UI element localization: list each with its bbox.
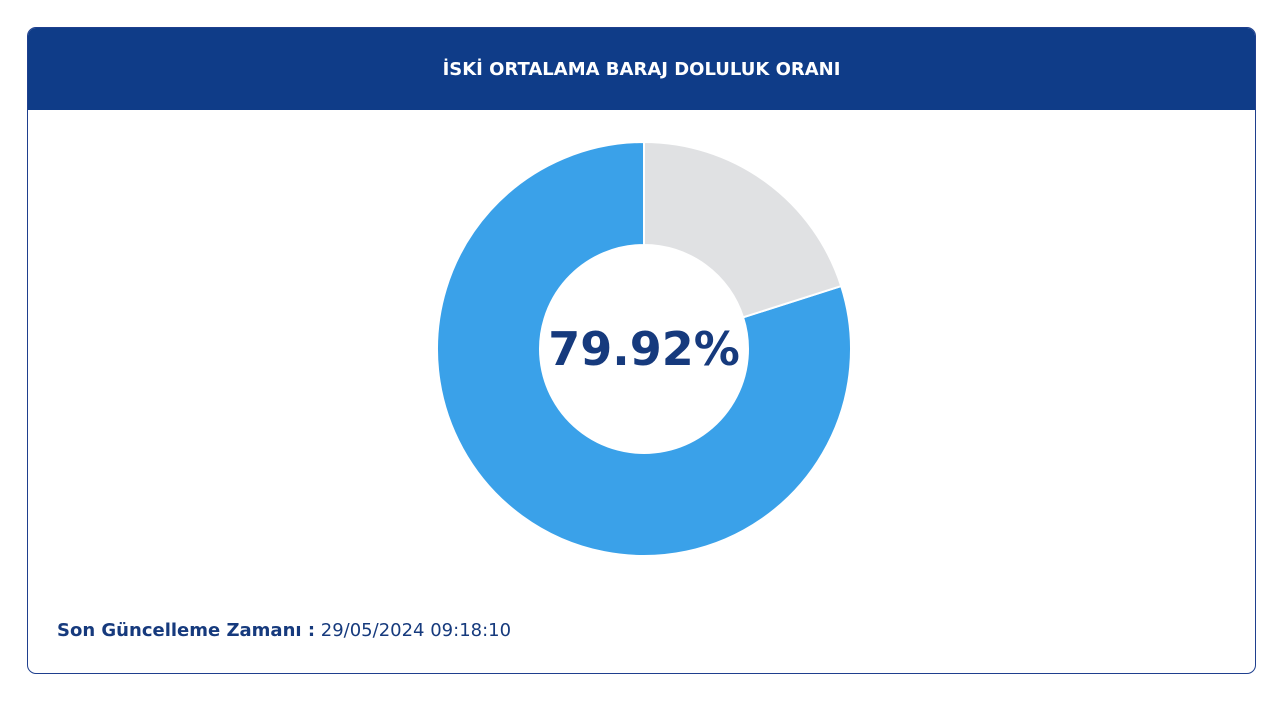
footer: Son Güncelleme Zamanı : 29/05/2024 09:18… bbox=[57, 620, 511, 641]
footer-label: Son Güncelleme Zamanı : bbox=[57, 620, 316, 641]
chart-title: İSKİ ORTALAMA BARAJ DOLULUK ORANI bbox=[442, 58, 841, 80]
card: İSKİ ORTALAMA BARAJ DOLULUK ORANI 79.92%… bbox=[27, 27, 1256, 674]
footer-value: 29/05/2024 09:18:10 bbox=[320, 620, 512, 641]
center-label: 79.92% bbox=[548, 322, 740, 376]
donut-segment bbox=[436, 140, 852, 557]
chart: 79.92% bbox=[436, 140, 852, 557]
donut-segment bbox=[643, 140, 843, 319]
header: İSKİ ORTALAMA BARAJ DOLULUK ORANI bbox=[28, 28, 1255, 110]
